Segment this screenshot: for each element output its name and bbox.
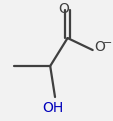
Text: OH: OH	[42, 101, 63, 115]
Text: O: O	[94, 40, 105, 54]
Text: O: O	[58, 2, 69, 16]
Text: −: −	[102, 38, 112, 48]
